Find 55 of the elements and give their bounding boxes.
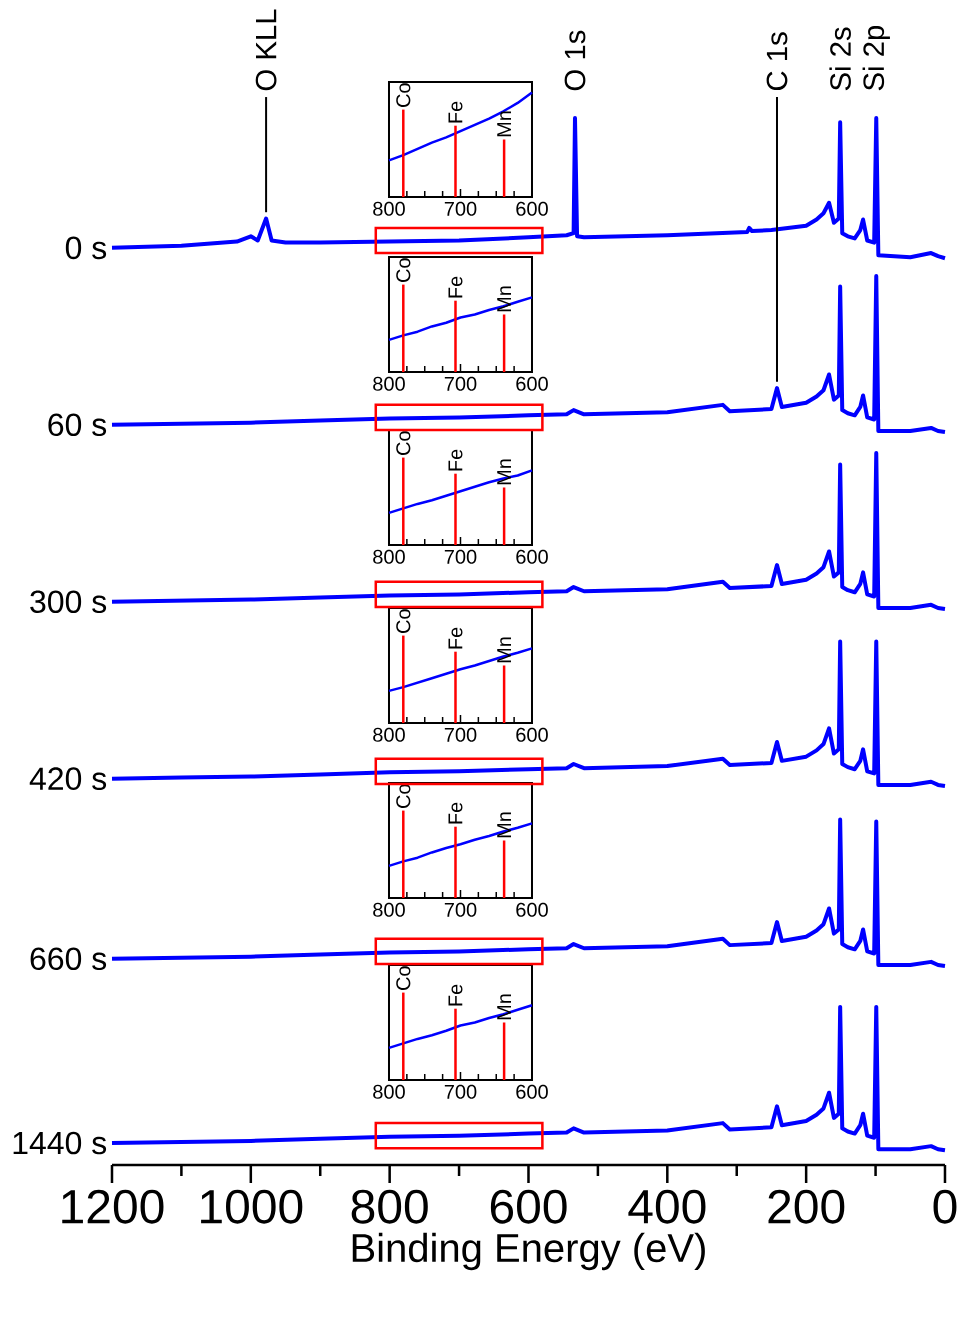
x-tick-label: 800 [373,549,405,564]
ref-line-label: Mn [497,994,511,1020]
x-tick-label: 600 [516,549,548,564]
ref-line-label: Fe [448,627,463,649]
series-label: 300 s [30,590,107,614]
ref-line-label: Co [396,258,411,282]
x-tick-label: 700 [444,727,477,742]
ref-line-label: Co [396,966,411,990]
x-tick-label: 600 [516,902,548,917]
ref-line-label: Fe [448,276,463,298]
ref-line-label: Mn [497,286,511,312]
x-tick-label: 600 [516,1084,548,1099]
ref-line-label: Fe [448,802,463,824]
x-tick-label: 700 [444,902,477,917]
ref-line-label: Co [396,431,411,455]
x-tick-label: 800 [373,1084,405,1099]
x-tick-label: 700 [444,376,477,391]
x-tick-label: 700 [444,549,477,564]
annotation: Si 2s [829,27,851,91]
series-label: 0 s [65,236,107,260]
ref-line-label: Co [396,609,411,633]
x-tick-label: 200 [768,1189,845,1224]
ref-line-label: Fe [448,449,463,471]
x-tick-label: 700 [444,201,477,216]
x-axis-title: Binding Energy (eV) [352,1232,705,1271]
x-tick-label: 600 [516,376,548,391]
ref-line-label: Mn [497,111,511,137]
annotation: O 1s [564,30,586,91]
x-tick-label: 600 [516,201,548,216]
series-label: 660 s [30,947,107,971]
ref-line-label: Co [396,784,411,808]
annotation: C 1s [766,32,788,91]
ref-line-label: Fe [448,984,463,1006]
x-tick-label: 600 [516,727,548,742]
series-label: 420 s [29,767,107,790]
x-tick-label: 600 [490,1189,567,1224]
x-tick-label: 800 [373,902,405,917]
x-tick-label: 800 [373,376,405,391]
ref-line-label: Fe [448,101,463,123]
ref-line-label: Mn [497,812,511,838]
series-label: 1440 s [13,1131,107,1155]
annotation: Si 2p [862,25,890,91]
x-tick-label: 800 [373,727,405,742]
x-tick-label: 700 [444,1084,477,1099]
ref-line-label: Co [396,83,411,107]
annotation: O KLL [255,9,277,91]
x-tick-label: 800 [351,1189,428,1224]
x-tick-label: 0 [933,1189,957,1224]
x-tick-label: 1000 [201,1189,303,1224]
ref-line-label: Mn [497,459,511,485]
series-label: 60 s [48,413,107,437]
x-tick-label: 1200 [62,1189,164,1224]
ref-line-label: Mn [497,637,511,663]
x-tick-label: 400 [628,1189,706,1224]
x-tick-label: 800 [373,201,405,216]
